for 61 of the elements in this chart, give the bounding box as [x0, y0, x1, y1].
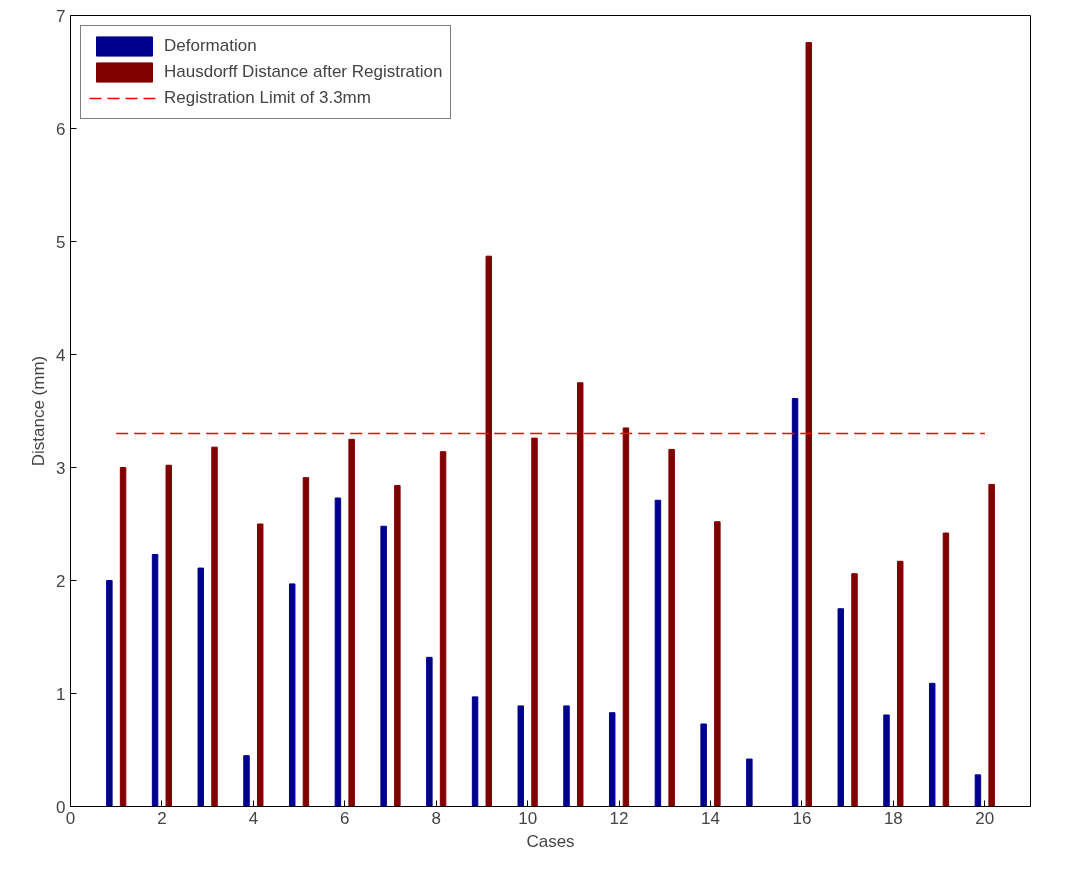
bar [348, 438, 355, 807]
bar [288, 583, 296, 807]
bar [243, 755, 250, 807]
x-tick-label: 20 [975, 808, 995, 828]
bar [608, 712, 616, 807]
bar [380, 525, 387, 807]
bar [883, 714, 890, 807]
bar [896, 560, 904, 807]
y-tick-label: 2 [56, 571, 66, 591]
y-axis-title: Distance (mm) [29, 355, 49, 467]
bar [714, 521, 721, 807]
bar [165, 464, 173, 807]
x-tick-label: 10 [518, 808, 538, 828]
bar [622, 427, 630, 807]
bar [974, 774, 982, 807]
bar [302, 477, 310, 807]
bar [151, 554, 159, 807]
bar [426, 656, 433, 807]
y-tick-label: 7 [56, 6, 66, 26]
bar [563, 705, 570, 807]
bar [654, 499, 662, 807]
bar [517, 705, 525, 807]
x-axis-title: Cases [526, 831, 575, 851]
bar [837, 608, 845, 807]
bar [471, 696, 479, 807]
bar [746, 758, 753, 807]
y-tick-label: 3 [56, 458, 66, 478]
bar [791, 398, 799, 807]
x-tick-label: 6 [340, 808, 350, 828]
legend-label: Hausdorff Distance after Registration [164, 62, 443, 82]
bar [394, 485, 401, 807]
y-tick-label: 5 [56, 232, 66, 252]
bar [106, 580, 113, 807]
bar [197, 567, 205, 807]
x-tick-label: 18 [883, 808, 903, 828]
bar [485, 255, 493, 807]
y-tick-label: 1 [56, 684, 66, 704]
bar [439, 451, 447, 807]
y-tick-label: 6 [56, 119, 66, 139]
x-tick-label: 4 [248, 808, 259, 828]
bar [119, 467, 127, 807]
bar [988, 483, 995, 807]
bar [805, 42, 813, 807]
bar [668, 448, 675, 807]
bar [576, 382, 584, 807]
x-tick-label: 14 [701, 808, 720, 828]
bar [531, 437, 538, 807]
legend-label: Deformation [164, 36, 257, 56]
bar [211, 446, 218, 807]
x-tick-label: 2 [157, 808, 167, 828]
bar [851, 573, 858, 807]
y-tick-label: 4 [56, 345, 66, 365]
x-tick-label: 8 [431, 808, 441, 828]
legend-label: Registration Limit of 3.3mm [164, 88, 371, 108]
bar [700, 723, 707, 807]
bar [928, 682, 936, 807]
bar [942, 532, 950, 807]
bar [256, 523, 264, 807]
x-tick-label: 16 [792, 808, 812, 828]
x-tick-label: 12 [609, 808, 629, 828]
bar [334, 497, 342, 807]
